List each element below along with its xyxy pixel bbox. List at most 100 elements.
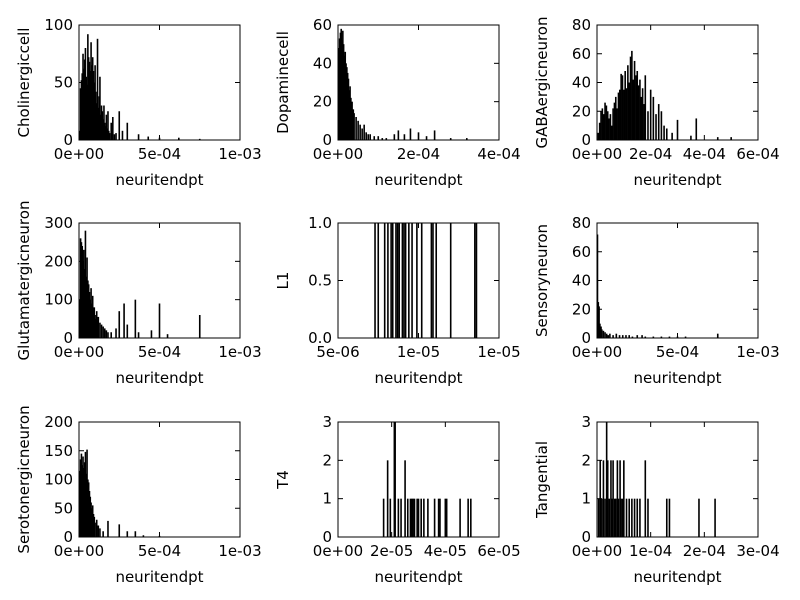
histogram-bar — [79, 459, 82, 538]
x-tick-label: 2e-04 — [629, 145, 672, 163]
x-tick-label: 0e+00 — [313, 145, 363, 163]
histogram-bar — [657, 104, 660, 140]
histogram-bar — [663, 125, 665, 141]
histogram-bar — [83, 249, 85, 338]
y-tick-label: 0 — [322, 528, 332, 546]
histogram-bar — [716, 137, 719, 141]
histogram-bar — [81, 246, 84, 338]
histogram-bar — [394, 422, 396, 537]
histogram-bar — [118, 524, 121, 537]
histogram-bar — [393, 422, 396, 537]
x-tick-label: 5e-06 — [316, 343, 359, 361]
y-tick-label: 40 — [572, 74, 591, 92]
x-axis-label: neuritendpt — [374, 568, 462, 586]
chart-panel: 0e+00 5e-04 1e-03 0 50 100 150 200 neuritendpt Se… — [15, 405, 262, 586]
y-tick-label: 2 — [581, 451, 591, 469]
histogram-bar — [627, 65, 629, 140]
histogram-bar — [652, 96, 655, 141]
plot-frame — [78, 421, 241, 538]
histogram-bar — [395, 223, 397, 338]
histogram-bar — [599, 323, 601, 339]
histogram-bar — [81, 465, 84, 538]
histogram-bar — [606, 460, 609, 537]
histogram-bar — [382, 498, 385, 537]
histogram-bar — [636, 498, 639, 537]
histogram-bar — [612, 335, 614, 339]
histogram-bar — [103, 328, 106, 338]
histogram-bar — [104, 126, 107, 140]
y-axis-label: GABAergicneuron — [533, 16, 551, 148]
histogram-bar — [338, 48, 340, 140]
y-tick-label: 60 — [313, 16, 332, 34]
histogram-bar — [668, 498, 671, 537]
histogram-bar — [341, 40, 343, 140]
histogram-bar — [349, 86, 351, 140]
histogram-bar — [410, 498, 413, 537]
histogram-bar — [347, 78, 350, 140]
y-axis-label: Glutamatergicneuron — [15, 201, 33, 361]
histogram-bar — [374, 223, 376, 338]
plot-frame — [596, 222, 759, 339]
y-axis-label: Tangential — [533, 441, 551, 519]
histogram-bar — [99, 76, 101, 140]
histogram-bar — [86, 84, 88, 140]
histogram-bar — [106, 128, 108, 140]
histogram-bar — [412, 498, 414, 537]
histogram-bar — [409, 498, 412, 537]
histogram-bar — [83, 468, 85, 537]
histogram-bar — [391, 223, 394, 338]
histogram-bar — [621, 498, 624, 537]
x-tick-label: 6e-04 — [736, 145, 779, 163]
histogram-bar — [423, 498, 425, 537]
histogram-bar — [432, 223, 434, 338]
histogram-bar — [166, 334, 169, 338]
y-tick-label: 0 — [581, 131, 591, 149]
x-tick-label: 1e-04 — [629, 542, 672, 560]
histogram-bar — [623, 460, 625, 537]
histogram-bar — [633, 498, 636, 537]
histogram-bar — [647, 498, 649, 537]
y-tick-label: 20 — [572, 300, 591, 318]
chart-panel: 5e-06 1e-05 1e-05 0.0 0.5 1.0 neuritendpt L1 — [274, 214, 521, 387]
x-tick-label: 1e-03 — [218, 145, 261, 163]
histogram-bar — [92, 311, 95, 338]
x-tick-label: 5e-04 — [138, 343, 181, 361]
y-tick-label: 3 — [581, 413, 591, 431]
x-axis-label: neuritendpt — [633, 568, 721, 586]
y-tick-label: 300 — [44, 214, 73, 232]
x-tick-label: 3e-04 — [736, 542, 779, 560]
x-tick-label: 2e-04 — [683, 542, 726, 560]
histogram-bar — [633, 60, 636, 140]
histogram-bar — [665, 128, 668, 140]
histogram-bar — [609, 333, 611, 338]
histogram-bar — [361, 128, 363, 140]
y-tick-label: 0 — [322, 131, 332, 149]
chart-panel: 0e+00 5e-04 1e-03 0 100 200 300 neuritendpt Glut… — [15, 201, 262, 387]
histogram-bar — [474, 223, 476, 338]
histogram-bar — [89, 496, 92, 537]
histogram-bar — [631, 498, 633, 537]
histogram-bar — [95, 519, 98, 537]
histogram-bar — [613, 498, 616, 537]
x-tick-label: 0e+00 — [54, 542, 104, 560]
histogram-bar — [698, 498, 700, 537]
histogram-bar — [84, 451, 87, 537]
histogram-bar — [605, 422, 608, 537]
histogram-bar — [102, 531, 104, 537]
y-tick-label: 0 — [63, 528, 73, 546]
histogram-bar — [600, 326, 602, 338]
histogram-bar — [346, 72, 349, 140]
y-tick-label: 60 — [572, 45, 591, 63]
histogram-bar — [390, 223, 392, 338]
histogram-bar — [126, 324, 129, 338]
histogram-bar — [621, 75, 624, 140]
histogram-bar — [459, 498, 461, 537]
histogram-bar — [420, 498, 422, 537]
y-tick-label: 0 — [581, 528, 591, 546]
histogram-bar — [383, 223, 386, 338]
histogram-bar — [647, 111, 649, 140]
histogram-bar — [621, 335, 624, 339]
histogram-bar — [198, 315, 201, 338]
histogram-bar — [107, 520, 109, 537]
